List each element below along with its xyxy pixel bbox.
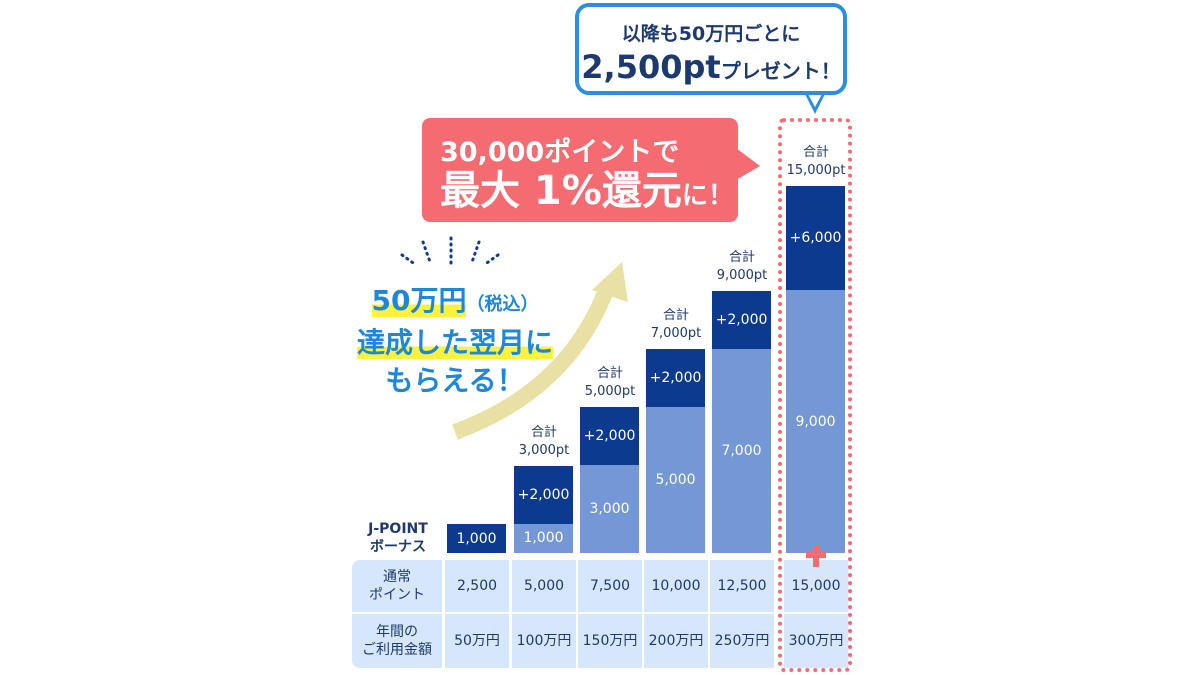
message-tax: （税込） [466,294,539,315]
blue-callout-amount: 2,500pt [581,48,721,86]
bar-total-label: 合計 9,000pt [716,249,768,283]
red-callout: 30,000ポイントで 最大 1%還元に！ [422,118,738,222]
annual-spend-cell: 50万円 [445,614,509,668]
bar-base: 7,000 [712,348,771,553]
bar-base: 5,000 [646,407,705,553]
message-line3: もらえる！ [385,364,525,397]
normal-points-cell: 5,000 [512,560,576,612]
bar-base: 9,000 [786,290,845,553]
normal-points-cell: 12,500 [710,560,774,612]
bonus-row-label: J-POINT ボーナス [368,521,428,555]
blue-callout-suffix: プレゼント！ [720,59,841,83]
normal-points-cell: 2,500 [445,560,509,612]
red-callout-suffix: に！ [681,181,734,211]
bar-total-label: 合計 5,000pt [584,366,636,400]
message-amount: 50万円 [371,284,467,317]
annual-spend-cell: 200万円 [644,614,708,668]
plus-icon-vertical [813,545,819,567]
bar-total-label: 合計 15,000pt [786,145,846,179]
bar-bonus: +2,000 [580,407,639,466]
message-line2: 達成した翌月に [356,326,553,359]
bar-base: 1,000 [514,523,573,553]
bar-bonus: +2,000 [712,290,771,349]
blue-callout: 以降も50万円ごとに 2,500ptプレゼント！ [575,3,847,95]
annual-spend-cell: 100万円 [512,614,576,668]
normal-points-cell: 15,000 [784,560,848,612]
bar-bonus: +2,000 [514,465,573,524]
blue-callout-line1: 以降も50万円ごとに [621,23,801,45]
bar-total-label: 合計 7,000pt [650,308,702,341]
normal-points-cell: 10,000 [644,560,708,612]
highlight-column-frame [778,118,852,672]
sparkle-rays-icon [400,236,500,267]
bar-total-label: 合計 3,000pt [518,424,570,458]
normal-points-label: 通常 ポイント [352,560,442,612]
bar-base: 3,000 [580,465,639,553]
bar-bonus: +2,000 [646,349,705,407]
red-callout-pointer [736,148,760,180]
bar-bonus: +6,000 [786,186,845,291]
annual-spend-label: 年間の ご利用金額 [352,614,442,668]
red-callout-line2: 最大 1%還元 [440,168,682,214]
bonus-message: 50万円（税込） 達成した翌月に もらえる！ [340,282,570,400]
annual-spend-cell: 250万円 [710,614,774,668]
annual-spend-cell: 150万円 [578,614,642,668]
bar-bonus: 1,000 [447,524,506,553]
annual-spend-cell: 300万円 [784,614,848,668]
normal-points-cell: 7,500 [578,560,642,612]
red-callout-line1: 30,000ポイントで [440,137,680,168]
